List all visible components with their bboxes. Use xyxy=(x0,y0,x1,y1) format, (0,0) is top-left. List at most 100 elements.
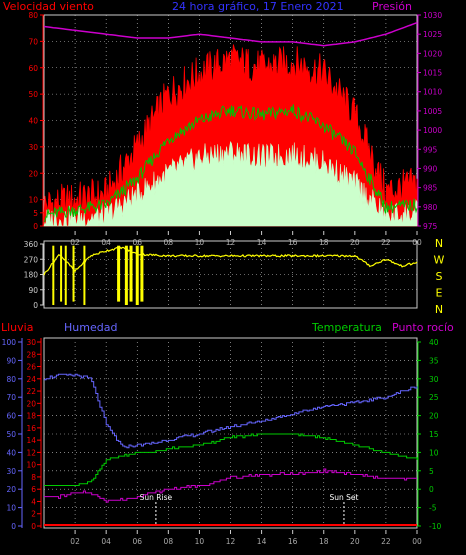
compass-letter: W xyxy=(434,254,445,267)
pressure-tick-label: 980 xyxy=(423,203,438,212)
wind-axis-ticks: 0 5 10 20 30 40 50 60 70 80 xyxy=(28,11,44,231)
rain-label: Lluvia xyxy=(1,321,33,334)
direction-axis-ticks: 0 90 180 270 360 xyxy=(24,240,44,310)
x-tick-label: 22 xyxy=(381,238,391,247)
temperature-tick-label: -10 xyxy=(429,522,441,531)
x-tick-label: 08 xyxy=(164,238,174,247)
rain-tick-label: 6 xyxy=(31,485,36,494)
temperature-tick-label: -5 xyxy=(429,504,437,513)
rain-tick-label: 2 xyxy=(31,510,36,519)
wind-tick-label: 70 xyxy=(28,37,38,46)
x-tick-label: 16 xyxy=(288,238,298,247)
x-tick-label: 04 xyxy=(101,537,111,546)
compass-letter: N xyxy=(435,303,443,316)
pressure-tick-label: 1005 xyxy=(423,107,442,116)
wind-tick-label: 50 xyxy=(28,90,38,99)
humidity-tick-label: 20 xyxy=(6,485,16,494)
wind-tick-label: 80 xyxy=(28,11,38,20)
humidity-axis-ticks: 0 10 20 30 40 50 60 70 80 90 100 xyxy=(2,338,22,531)
x-tick-label: 20 xyxy=(350,238,360,247)
temp-series xyxy=(44,373,418,526)
x-tick-label: 06 xyxy=(132,238,142,247)
x-tick-label: 06 xyxy=(132,537,142,546)
humidity-tick-label: 60 xyxy=(6,412,16,421)
humidity-tick-label: 40 xyxy=(6,448,16,457)
pressure-tick-label: 975 xyxy=(423,222,438,231)
x-tick-label: 10 xyxy=(195,238,205,247)
x-tick-label: 12 xyxy=(226,238,236,247)
rain-tick-label: 16 xyxy=(26,424,36,433)
pressure-tick-label: 1000 xyxy=(423,126,442,135)
wind-x-ticks: 02 04 06 08 10 12 14 16 18 20 22 00 xyxy=(70,231,422,247)
rain-tick-label: 30 xyxy=(26,338,36,347)
pressure-tick-label: 1015 xyxy=(423,69,442,78)
x-tick-label: 18 xyxy=(319,537,329,546)
pressure-axis-ticks: 975 980 985 990 995 1000 1005 1010 1015 1020 1025 1… xyxy=(417,11,442,231)
rain-tick-label: 8 xyxy=(31,473,36,482)
wind-tick-label: 20 xyxy=(28,169,38,178)
pressure-tick-label: 1030 xyxy=(423,11,442,20)
pressure-tick-label: 990 xyxy=(423,164,438,173)
direction-line xyxy=(43,246,418,276)
rain-tick-label: 10 xyxy=(26,461,36,470)
temperature-tick-label: 35 xyxy=(429,356,439,365)
pressure-label: Presión xyxy=(372,0,412,13)
rain-tick-label: 0 xyxy=(31,522,36,531)
rain-tick-label: 4 xyxy=(31,497,36,506)
sun-markers: Sun Rise Sun Set xyxy=(140,493,358,526)
x-tick-label: 22 xyxy=(381,537,391,546)
x-tick-label: 14 xyxy=(257,537,267,546)
x-tick-label: 18 xyxy=(319,238,329,247)
temperature-tick-label: 15 xyxy=(429,430,439,439)
temperature-line xyxy=(44,433,418,486)
humidity-tick-label: 50 xyxy=(6,430,16,439)
humidity-tick-label: 30 xyxy=(6,467,16,476)
x-tick-label: 14 xyxy=(257,238,267,247)
x-tick-label: 20 xyxy=(350,537,360,546)
wind-tick-label: 10 xyxy=(28,196,38,205)
temperature-tick-label: 20 xyxy=(429,412,439,421)
wind-tick-label: 0 xyxy=(33,222,38,231)
compass-letter: N xyxy=(435,237,443,250)
wind-series xyxy=(43,21,418,227)
humidity-tick-label: 0 xyxy=(11,522,16,531)
rain-tick-label: 20 xyxy=(26,399,36,408)
temperature-tick-label: 5 xyxy=(429,467,434,476)
temperature-tick-label: 30 xyxy=(429,375,439,384)
x-tick-label: 16 xyxy=(288,537,298,546)
humidity-label: Humedad xyxy=(64,321,117,334)
x-tick-label: 02 xyxy=(70,238,80,247)
humidity-tick-label: 80 xyxy=(6,375,16,384)
direction-series xyxy=(43,245,418,305)
pressure-tick-label: 1020 xyxy=(423,49,442,58)
temperature-axis-ticks: -10 -5 0 5 10 15 20 25 30 35 40 xyxy=(417,338,441,531)
wind-speed-label: Velocidad viento xyxy=(3,0,94,13)
humidity-tick-label: 70 xyxy=(6,393,16,402)
direction-tick-label: 90 xyxy=(28,286,38,295)
humidity-tick-label: 10 xyxy=(6,504,16,513)
direction-tick-label: 0 xyxy=(33,301,38,310)
chart-title: 24 hora gráfico, 17 Enero 2021 xyxy=(172,0,344,13)
temperature-label: Temperatura xyxy=(311,321,382,334)
rain-tick-label: 22 xyxy=(26,387,36,396)
wind-tick-label: 60 xyxy=(28,64,38,73)
wind-tick-label: 40 xyxy=(28,117,38,126)
temp-x-ticks: 02 04 06 08 10 12 14 16 18 20 22 00 xyxy=(70,530,422,546)
pressure-tick-label: 995 xyxy=(423,145,438,154)
humidity-line xyxy=(44,373,418,449)
direction-tick-label: 270 xyxy=(24,255,39,264)
rain-tick-label: 26 xyxy=(26,363,36,372)
compass-letter: E xyxy=(436,287,443,300)
sunrise-label: Sun Rise xyxy=(140,493,173,502)
compass-letter: S xyxy=(436,270,443,283)
rain-tick-label: 28 xyxy=(26,350,36,359)
dewpoint-label: Punto rocío xyxy=(392,321,454,334)
x-tick-label: 10 xyxy=(195,537,205,546)
wind-tick-label: 5 xyxy=(33,209,38,218)
x-tick-label: 02 xyxy=(70,537,80,546)
